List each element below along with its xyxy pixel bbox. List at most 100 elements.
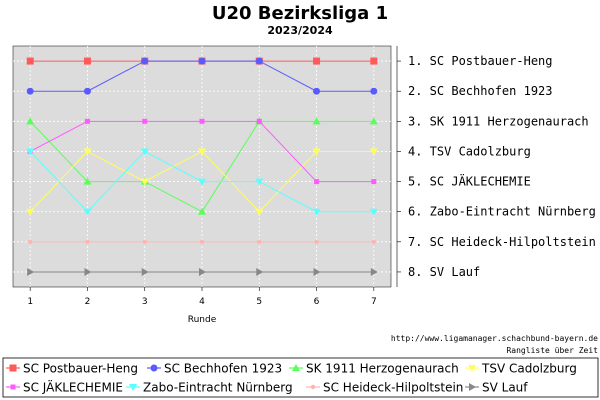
legend-label-tsv-cadolzburg: TSV Cadolzburg	[481, 362, 577, 376]
legend-marker-sc-bechhofen-1923	[150, 364, 158, 372]
series-sk-1911-herzogenaurach	[26, 117, 378, 215]
legend-item-zabo-eintracht-n-rnberg: Zabo-Eintracht Nürnberg	[126, 381, 293, 395]
legend-label-sc-bechhofen-1923: SC Bechhofen 1923	[164, 362, 282, 376]
point-sk-1911-herzogenaurach-6	[312, 117, 321, 125]
legend-marker-sv-lauf	[469, 383, 476, 391]
point-zabo-eintracht-n-rnberg-4	[198, 178, 206, 186]
legend-marker-zabo-eintracht-n-rnberg	[129, 384, 137, 391]
legend-label-sv-lauf: SV Lauf	[482, 381, 528, 395]
rank-label-6: 6. Zabo-Eintracht Nürnberg	[408, 205, 596, 219]
x-tick-label-5: 5	[256, 297, 262, 307]
legend-label-zabo-eintracht-n-rnberg: Zabo-Eintracht Nürnberg	[143, 381, 293, 395]
point-sv-lauf-1	[27, 267, 35, 276]
point-tsv-cadolzburg-1	[26, 208, 35, 216]
point-zabo-eintracht-n-rnberg-6	[312, 208, 321, 216]
point-sc-postbauer-heng-2	[83, 57, 91, 65]
x-tick-label-6: 6	[314, 297, 320, 307]
x-tick-label-4: 4	[199, 297, 205, 307]
point-sc-bechhofen-1923-3	[141, 57, 149, 65]
point-sv-lauf-4	[199, 267, 206, 276]
source-url[interactable]: http://www.ligamanager.schachbund-bayern…	[391, 334, 598, 343]
point-sc-postbauer-heng-1	[26, 57, 34, 65]
chart-subtitle: 2023/2024	[267, 24, 333, 37]
rank-label-4: 4. TSV Cadolzburg	[408, 144, 531, 158]
legend-item-sc-j-klechemie: SC JÄKLECHEMIE	[6, 380, 123, 395]
rank-label-2: 2. SC Bechhofen 1923	[408, 84, 553, 98]
x-axis: 1 2 3 4 5 6 7	[27, 287, 377, 307]
point-sc-heideck-hilpoltstein-7	[371, 239, 377, 245]
rank-label-8: 8. SV Lauf	[408, 265, 480, 279]
point-sc-j-klechemie-7	[371, 179, 377, 185]
x-tick-label-3: 3	[142, 297, 148, 307]
legend-marker-sc-postbauer-heng	[9, 364, 17, 372]
point-sc-bechhofen-1923-5	[255, 57, 263, 65]
legend: SC Postbauer-Heng SC Bechhofen 1923 SK 191…	[6, 362, 577, 395]
x-tick-label-1: 1	[27, 297, 33, 307]
legend-marker-sc-j-klechemie	[10, 384, 16, 390]
point-sc-j-klechemie-4	[199, 118, 205, 124]
x-axis-label: Runde	[188, 315, 217, 325]
chart-caption: Rangliste über Zeit	[506, 346, 598, 355]
rank-label-3: 3. SK 1911 Herzogenaurach	[408, 114, 589, 128]
rank-label-5: 5. SC JÄKLECHEMIE	[408, 174, 531, 189]
legend-label-sc-postbauer-heng: SC Postbauer-Heng	[23, 362, 138, 376]
point-sc-heideck-hilpoltstein-2	[85, 239, 90, 245]
series-sv-lauf	[27, 267, 378, 276]
legend-label-sc-j-klechemie: SC JÄKLECHEMIE	[23, 380, 123, 395]
legend-item-tsv-cadolzburg: TSV Cadolzburg	[465, 362, 577, 376]
point-sc-heideck-hilpoltstein-1	[27, 239, 33, 245]
legend-marker-sc-heideck-hilpoltstein	[310, 384, 316, 390]
point-tsv-cadolzburg-3	[140, 178, 149, 186]
rank-label-7: 7. SC Heideck-Hilpoltstein	[408, 235, 596, 249]
legend-box	[2, 357, 599, 398]
point-sc-bechhofen-1923-1	[26, 87, 34, 95]
legend-item-sk-1911-herzogenaurach: SK 1911 Herzogenaurach	[289, 362, 459, 376]
legend-item-sc-postbauer-heng: SC Postbauer-Heng	[6, 362, 138, 376]
point-tsv-cadolzburg-2	[83, 148, 92, 156]
legend-item-sv-lauf: SV Lauf	[465, 381, 528, 395]
point-sc-heideck-hilpoltstein-5	[257, 239, 262, 245]
point-sc-heideck-hilpoltstein-3	[142, 239, 147, 245]
series-zabo-eintracht-n-rnberg	[26, 148, 378, 216]
point-zabo-eintracht-n-rnberg-3	[140, 148, 149, 156]
legend-item-sc-bechhofen-1923: SC Bechhofen 1923	[147, 362, 282, 376]
legend-item-sc-heideck-hilpoltstein: SC Heideck-Hilpoltstein	[306, 381, 463, 395]
point-sv-lauf-6	[313, 267, 321, 276]
rank-axis	[396, 46, 401, 287]
legend-marker-sk-1911-herzogenaurach	[292, 364, 300, 371]
rank-label-1: 1. SC Postbauer-Heng	[408, 54, 553, 68]
point-sc-bechhofen-1923-2	[83, 87, 91, 95]
point-sc-j-klechemie-3	[142, 118, 148, 124]
point-sv-lauf-3	[141, 267, 149, 276]
point-tsv-cadolzburg-5	[255, 208, 264, 216]
series-sc-heideck-hilpoltstein	[27, 239, 377, 245]
ranking-labels: 1. SC Postbauer-Heng 2. SC Bechhofen 1923…	[408, 54, 596, 279]
point-zabo-eintracht-n-rnberg-1	[26, 148, 35, 156]
series-sc-bechhofen-1923	[26, 57, 378, 95]
point-sc-bechhofen-1923-6	[313, 87, 321, 95]
point-sk-1911-herzogenaurach-7	[369, 117, 378, 125]
point-sc-bechhofen-1923-7	[370, 87, 378, 95]
point-tsv-cadolzburg-6	[312, 148, 321, 156]
legend-label-sk-1911-herzogenaurach: SK 1911 Herzogenaurach	[306, 362, 459, 376]
point-zabo-eintracht-n-rnberg-2	[83, 208, 92, 216]
x-tick-label-7: 7	[371, 297, 377, 307]
point-sk-1911-herzogenaurach-2	[83, 177, 92, 185]
point-sc-heideck-hilpoltstein-4	[199, 239, 205, 245]
x-tick-label-2: 2	[85, 297, 91, 307]
point-sc-j-klechemie-2	[84, 118, 90, 124]
point-zabo-eintracht-n-rnberg-7	[369, 208, 378, 216]
point-sc-bechhofen-1923-4	[198, 57, 206, 65]
point-zabo-eintracht-n-rnberg-5	[255, 178, 264, 186]
point-sk-1911-herzogenaurach-4	[198, 207, 206, 215]
point-sc-j-klechemie-5	[256, 118, 262, 124]
point-tsv-cadolzburg-7	[369, 148, 378, 156]
point-sv-lauf-7	[370, 267, 378, 276]
point-sc-j-klechemie-6	[314, 179, 320, 185]
point-sc-heideck-hilpoltstein-6	[314, 239, 319, 245]
point-tsv-cadolzburg-4	[198, 148, 206, 156]
series-layer	[26, 57, 378, 276]
point-sk-1911-herzogenaurach-1	[26, 117, 35, 125]
point-sc-postbauer-heng-7	[370, 57, 378, 65]
